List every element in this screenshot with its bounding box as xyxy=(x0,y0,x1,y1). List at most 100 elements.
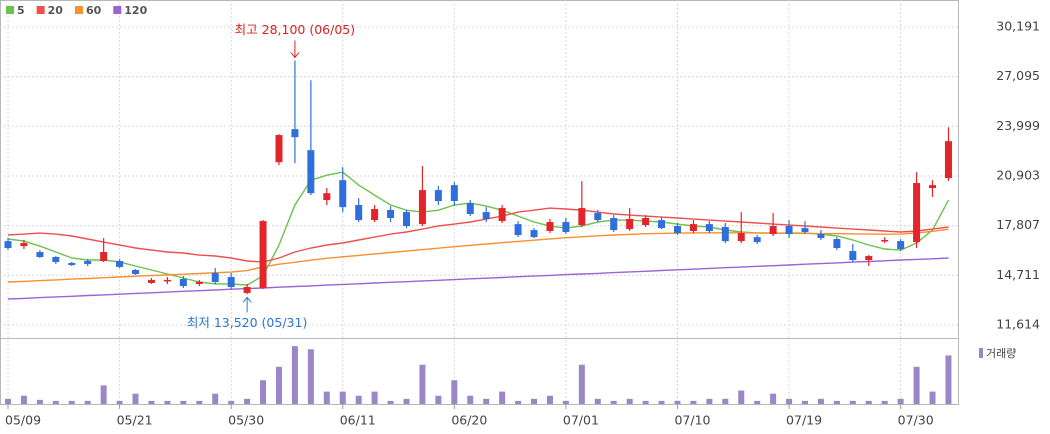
ma-line xyxy=(7,228,949,283)
volume-bar xyxy=(738,390,745,404)
y-tick-label: 14,711 xyxy=(996,267,1040,282)
volume-bar xyxy=(68,400,75,404)
volume-bar xyxy=(52,400,59,404)
volume-bar xyxy=(531,398,538,404)
volume-bar xyxy=(148,400,155,404)
volume-bar xyxy=(116,400,123,404)
volume-bar xyxy=(260,380,267,404)
candle-body xyxy=(275,135,283,163)
y-tick-label: 23,999 xyxy=(996,118,1040,133)
volume-bar xyxy=(291,346,298,404)
legend-swatch xyxy=(113,6,122,14)
candle-body xyxy=(658,220,666,229)
candle-body xyxy=(147,279,155,283)
candle-body xyxy=(785,226,793,235)
volume-bar xyxy=(786,398,793,404)
candle-body xyxy=(913,183,921,243)
candle-body xyxy=(626,218,634,230)
candle-body xyxy=(434,190,442,202)
candle-body xyxy=(562,222,570,232)
annotation-arrow xyxy=(242,296,252,313)
candle-body xyxy=(291,129,299,138)
volume-bar xyxy=(594,398,601,404)
candle-body xyxy=(211,273,219,283)
candle-body xyxy=(195,282,203,284)
y-tick-label: 27,095 xyxy=(996,68,1040,83)
volume-bar xyxy=(881,400,888,404)
candle-body xyxy=(897,241,905,249)
volume-bar xyxy=(546,395,553,404)
volume-bar xyxy=(722,398,729,404)
volume-bar xyxy=(419,364,426,404)
ma-line xyxy=(7,257,949,300)
candle-body xyxy=(721,227,729,242)
volume-bar xyxy=(36,399,43,404)
candle-body xyxy=(132,269,140,274)
annotation-arrow xyxy=(290,40,300,59)
candle-body xyxy=(849,251,857,261)
x-tick-label: 05/09 xyxy=(5,413,41,428)
volume-bar xyxy=(499,391,506,404)
x-tick-label: 05/21 xyxy=(117,413,153,428)
candle-body xyxy=(100,252,108,262)
x-tick-label: 07/19 xyxy=(786,413,822,428)
candle-body xyxy=(705,224,713,232)
y-tick-label: 17,807 xyxy=(996,217,1040,232)
candle-body xyxy=(450,185,458,202)
annotation: 최고 28,100 (06/05) xyxy=(235,22,355,37)
candle-body xyxy=(307,150,315,194)
candle-body xyxy=(689,224,697,232)
candle-body xyxy=(68,262,76,266)
volume-bar xyxy=(5,398,11,404)
candle-body xyxy=(865,256,873,261)
volume-bar xyxy=(865,400,872,404)
candle-body xyxy=(578,208,586,226)
legend-label: 거래량 xyxy=(986,347,1016,360)
volume-bar xyxy=(929,391,936,404)
candle-body xyxy=(944,141,952,179)
volume-bar xyxy=(483,398,490,404)
volume-bar xyxy=(897,398,904,404)
volume-bar xyxy=(164,400,171,404)
volume-bar xyxy=(244,398,251,404)
legend-swatch xyxy=(979,348,983,358)
volume-bar xyxy=(578,364,585,404)
x-tick-label: 06/20 xyxy=(451,413,487,428)
volume-bar xyxy=(403,398,410,404)
volume-bar xyxy=(180,400,187,404)
volume-bar xyxy=(642,400,649,404)
volume-bar xyxy=(339,391,346,404)
candle-body xyxy=(243,286,251,293)
candle-body xyxy=(881,239,889,242)
volume-bar xyxy=(945,355,952,404)
candle-body xyxy=(642,218,650,226)
volume-bar xyxy=(84,400,91,404)
volume-bar xyxy=(770,393,777,404)
volume-bar xyxy=(690,400,697,404)
candle-body xyxy=(498,208,506,222)
volume-bar xyxy=(674,400,681,404)
ma-line xyxy=(7,207,949,263)
volume-bar xyxy=(212,393,219,404)
candle-body xyxy=(4,241,12,249)
volume-bar xyxy=(515,400,522,404)
volume-bar xyxy=(706,398,713,404)
volume-bar xyxy=(913,366,920,404)
legend-label: 60 xyxy=(86,4,102,17)
volume-bar xyxy=(451,380,458,404)
y-tick-label: 20,903 xyxy=(996,167,1040,182)
x-tick-label: 06/11 xyxy=(340,413,376,428)
candle-body xyxy=(387,209,395,219)
candle-body xyxy=(546,222,554,232)
candle-body xyxy=(530,230,538,238)
candle-body xyxy=(36,252,44,257)
candle-body xyxy=(371,209,379,221)
candle-body xyxy=(753,237,761,243)
candle-body xyxy=(418,190,426,225)
candle-body xyxy=(323,193,331,201)
candle-body xyxy=(259,221,267,288)
x-tick-label: 07/10 xyxy=(674,413,710,428)
volume-bar xyxy=(467,395,474,404)
volume-bar xyxy=(754,400,761,404)
